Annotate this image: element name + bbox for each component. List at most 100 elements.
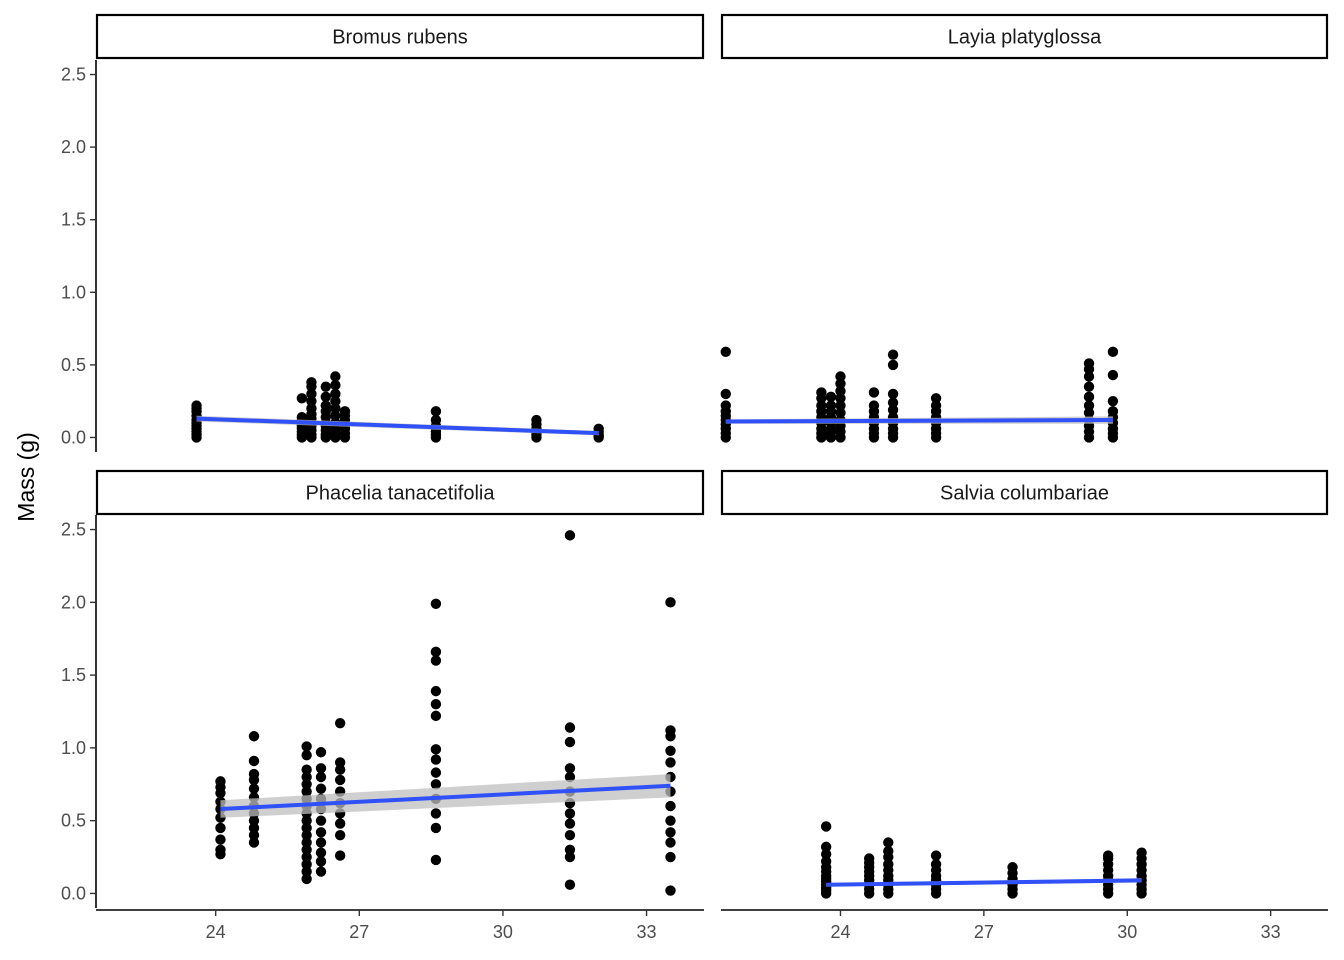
data-point bbox=[306, 388, 317, 400]
y-tick-label: 1.5 bbox=[61, 210, 86, 230]
data-point bbox=[315, 847, 327, 858]
data-point bbox=[430, 710, 442, 722]
y-tick-label: 1.0 bbox=[61, 738, 86, 758]
data-point bbox=[306, 377, 317, 388]
data-point bbox=[1083, 358, 1095, 369]
data-point bbox=[825, 400, 837, 411]
data-point bbox=[320, 391, 331, 403]
data-point bbox=[665, 597, 676, 608]
data-point bbox=[816, 387, 827, 398]
data-point bbox=[863, 853, 875, 864]
data-point bbox=[248, 731, 260, 742]
data-point bbox=[1083, 400, 1095, 411]
data-point bbox=[320, 400, 331, 411]
data-point bbox=[301, 771, 312, 783]
data-point bbox=[301, 844, 312, 855]
data-point bbox=[248, 837, 260, 848]
data-point bbox=[301, 779, 312, 790]
data-point bbox=[564, 844, 576, 855]
facet-strip bbox=[720, 469, 1329, 516]
data-point bbox=[1102, 850, 1114, 861]
data-point bbox=[531, 414, 542, 426]
data-point bbox=[825, 391, 837, 403]
data-point bbox=[564, 830, 576, 841]
data-point bbox=[564, 771, 576, 783]
fit-line bbox=[220, 783, 671, 812]
data-point bbox=[868, 400, 880, 411]
data-point bbox=[248, 830, 260, 841]
data-point bbox=[334, 774, 346, 786]
data-point bbox=[334, 717, 346, 729]
data-point bbox=[883, 846, 894, 857]
facet-strip bbox=[95, 13, 705, 60]
data-point bbox=[315, 763, 327, 774]
data-point bbox=[248, 815, 260, 826]
facet-title: Bromus rubens bbox=[332, 27, 468, 49]
x-tick-label: 33 bbox=[1261, 922, 1281, 942]
data-point bbox=[430, 808, 442, 819]
data-point bbox=[720, 388, 731, 400]
data-point bbox=[835, 371, 846, 382]
data-point bbox=[665, 725, 676, 736]
data-point bbox=[330, 403, 341, 414]
data-point bbox=[315, 815, 327, 826]
data-point bbox=[720, 346, 731, 358]
data-point bbox=[835, 385, 846, 397]
data-point bbox=[301, 815, 312, 826]
x-tick-label: 33 bbox=[637, 922, 657, 942]
data-point bbox=[330, 371, 341, 382]
data-point bbox=[215, 834, 226, 845]
data-point bbox=[665, 851, 676, 863]
data-point bbox=[1083, 391, 1095, 403]
data-point bbox=[930, 850, 942, 861]
data-point bbox=[820, 841, 832, 853]
x-tick-label: 27 bbox=[974, 922, 994, 942]
data-point bbox=[315, 783, 327, 794]
data-point bbox=[887, 359, 899, 371]
data-point bbox=[816, 400, 827, 411]
data-point bbox=[883, 859, 894, 870]
facet-strip bbox=[95, 469, 705, 516]
data-point bbox=[315, 866, 327, 877]
data-point bbox=[1007, 862, 1018, 873]
data-point bbox=[301, 830, 312, 841]
y-tick-label: 0.0 bbox=[61, 883, 86, 903]
y-axis-label: Mass (g) bbox=[13, 432, 39, 521]
data-point bbox=[248, 822, 260, 834]
data-point bbox=[330, 395, 341, 407]
data-point bbox=[887, 404, 899, 416]
data-point bbox=[301, 851, 312, 863]
fit-line bbox=[196, 416, 599, 436]
data-point bbox=[301, 822, 312, 834]
data-point bbox=[835, 393, 846, 404]
data-point bbox=[334, 764, 346, 775]
x-tick-label: 27 bbox=[349, 922, 369, 942]
data-point bbox=[430, 699, 442, 710]
y-tick-label: 2.5 bbox=[61, 520, 86, 540]
y-tick-label: 0.0 bbox=[61, 427, 86, 447]
data-point bbox=[835, 407, 846, 418]
data-point bbox=[334, 818, 346, 829]
fit-line bbox=[826, 878, 1142, 887]
data-point bbox=[330, 388, 341, 400]
data-point bbox=[930, 393, 942, 404]
data-point bbox=[1136, 847, 1147, 858]
data-point bbox=[330, 380, 341, 391]
data-point bbox=[430, 414, 442, 426]
data-point bbox=[248, 755, 260, 767]
data-point bbox=[215, 822, 226, 834]
data-point bbox=[820, 856, 832, 867]
data-point bbox=[430, 767, 442, 778]
data-point bbox=[301, 837, 312, 848]
data-point bbox=[301, 866, 312, 877]
data-point bbox=[665, 757, 676, 768]
data-point bbox=[315, 856, 327, 867]
y-tick-label: 1.5 bbox=[61, 665, 86, 685]
data-point bbox=[301, 859, 312, 870]
data-point bbox=[665, 885, 676, 896]
data-point bbox=[564, 818, 576, 829]
data-point bbox=[330, 410, 341, 421]
y-tick-label: 1.0 bbox=[61, 282, 86, 302]
data-point bbox=[887, 388, 899, 400]
facet-title: Phacelia tanacetifolia bbox=[305, 483, 495, 505]
